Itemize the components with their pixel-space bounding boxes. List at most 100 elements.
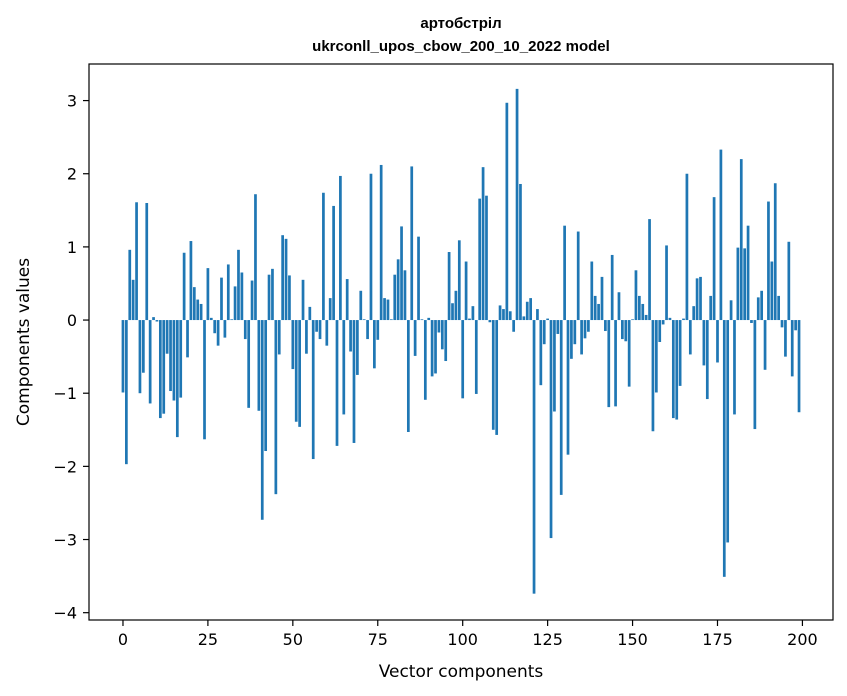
- bar: [637, 295, 641, 321]
- bar: [590, 261, 594, 321]
- y-tick-label: −1: [53, 384, 77, 403]
- bar: [661, 320, 665, 325]
- bar: [400, 226, 403, 321]
- bar: [406, 320, 410, 432]
- bar: [634, 270, 638, 321]
- y-tick-label: 1: [67, 238, 77, 257]
- plot-frame: [88, 63, 834, 621]
- bar: [175, 320, 179, 438]
- bar: [271, 268, 274, 321]
- bar: [604, 320, 607, 332]
- bar: [576, 231, 580, 321]
- bar: [665, 245, 668, 321]
- bar: [658, 320, 662, 342]
- bar: [587, 320, 590, 332]
- bar: [152, 317, 155, 321]
- bar: [648, 219, 651, 321]
- bar: [654, 320, 658, 393]
- bar: [719, 149, 723, 321]
- bar: [756, 297, 760, 321]
- bar: [553, 320, 556, 412]
- bar: [536, 309, 539, 321]
- bar: [515, 88, 519, 321]
- bar: [189, 241, 193, 321]
- bar: [322, 192, 325, 321]
- bar: [315, 320, 318, 332]
- bar: [539, 320, 543, 386]
- bar: [311, 320, 315, 460]
- x-axis-ticks: 0 25 50 75 100 125 150 175 200: [118, 620, 818, 649]
- bar: [240, 272, 244, 321]
- bar: [682, 318, 685, 321]
- bar: [410, 166, 414, 321]
- chart-subtitle: ukrconll_upos_cbow_200_10_2022 model: [312, 38, 610, 55]
- bar: [773, 183, 777, 321]
- bar: [716, 320, 719, 363]
- bar: [695, 278, 699, 321]
- bar: [570, 320, 573, 359]
- bar: [767, 201, 770, 321]
- bar: [294, 320, 298, 422]
- bar: [216, 320, 220, 346]
- bar: [260, 320, 264, 520]
- bar: [169, 320, 172, 392]
- bar: [155, 320, 159, 322]
- bar: [614, 320, 617, 407]
- bar: [383, 298, 386, 321]
- bar: [631, 319, 634, 321]
- bar: [794, 320, 797, 331]
- bar: [583, 320, 587, 339]
- bar: [440, 320, 444, 350]
- bar: [777, 295, 781, 321]
- bar: [335, 320, 339, 446]
- bar: [352, 320, 356, 443]
- bar: [128, 249, 132, 321]
- bar: [461, 320, 465, 399]
- y-tick-label: 2: [67, 165, 77, 184]
- bar: [359, 290, 363, 321]
- bar: [641, 303, 645, 321]
- bar: [478, 198, 482, 321]
- bar: [373, 320, 376, 369]
- bar: [349, 320, 352, 352]
- bar: [464, 261, 468, 321]
- bar: [627, 320, 631, 387]
- bar: [563, 225, 566, 321]
- bar: [362, 319, 366, 321]
- bar: [763, 320, 767, 370]
- bar: [675, 320, 679, 420]
- bar: [556, 320, 560, 334]
- bar: [593, 295, 597, 321]
- bar: [233, 286, 237, 321]
- bar: [739, 159, 743, 321]
- bar: [624, 320, 628, 342]
- bar: [447, 252, 451, 321]
- x-tick-label: 150: [617, 630, 648, 649]
- bar: [468, 318, 471, 321]
- bar: [529, 298, 533, 321]
- bar: [502, 309, 505, 321]
- bar: [376, 320, 380, 340]
- bar: [797, 320, 801, 413]
- bar: [729, 300, 733, 321]
- bar: [345, 279, 349, 321]
- bar: [274, 320, 278, 495]
- bar: [342, 320, 346, 415]
- bar: [617, 292, 621, 321]
- bar: [471, 306, 475, 321]
- bar: [366, 320, 369, 340]
- bar: [770, 261, 774, 321]
- bar: [668, 317, 672, 321]
- y-tick-label: 3: [67, 92, 77, 111]
- bar: [145, 203, 149, 321]
- bar: [267, 274, 271, 321]
- bar: [610, 254, 614, 321]
- bar: [733, 320, 736, 415]
- bar: [250, 280, 254, 321]
- bar: [237, 249, 240, 321]
- bar: [573, 320, 577, 345]
- bar: [427, 317, 431, 321]
- bar: [220, 277, 223, 321]
- chart-title: артобстріл: [420, 15, 501, 32]
- bar: [186, 320, 189, 358]
